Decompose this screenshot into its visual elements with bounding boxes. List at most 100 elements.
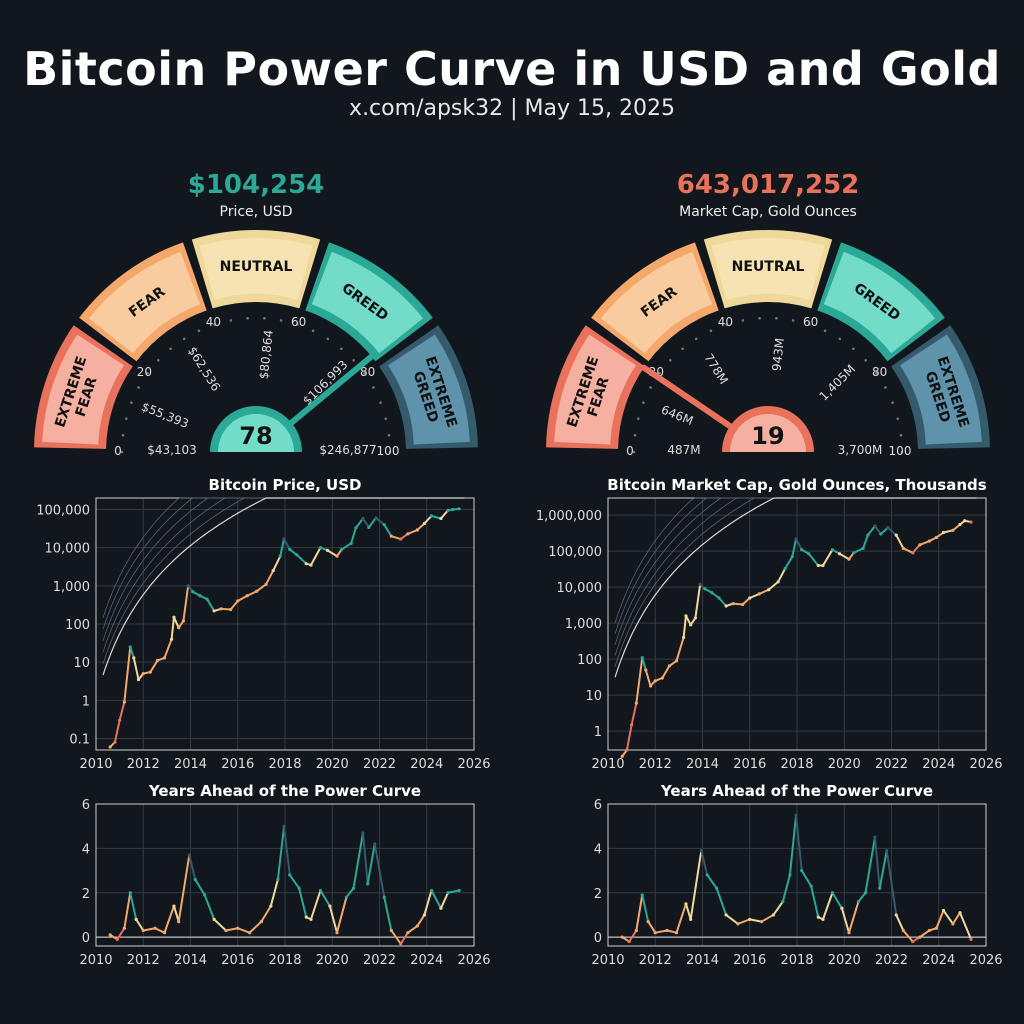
- data-point: [800, 868, 804, 873]
- data-point: [335, 554, 339, 558]
- gauge-segment-inner: [900, 334, 982, 445]
- data-point: [830, 891, 835, 895]
- data-point: [278, 554, 282, 558]
- data-point: [660, 676, 664, 680]
- data-point: [259, 919, 263, 924]
- gauge-dot: [741, 319, 745, 322]
- gauge-level-label: 1,405M: [817, 362, 859, 404]
- data-point: [894, 913, 898, 917]
- series-segment: [236, 927, 251, 934]
- gauge-dot: [124, 417, 128, 420]
- y-tick-label: 6: [82, 798, 90, 813]
- power-curve-line: [614, 497, 977, 678]
- data-point: [318, 888, 323, 893]
- data-point: [927, 928, 931, 933]
- data-point: [684, 614, 688, 618]
- data-point: [422, 913, 426, 917]
- gauge-scale-tick: 100: [889, 444, 912, 458]
- gauge-right: EXTREMEFEARFEARNEUTRALGREEDEXTREMEGREED0…: [546, 230, 990, 458]
- data-point: [790, 555, 794, 559]
- data-point: [269, 904, 273, 908]
- data-point: [724, 913, 728, 917]
- data-point: [361, 831, 365, 835]
- gauge-dot: [758, 316, 761, 320]
- power-band-line: [102, 497, 465, 630]
- data-point: [847, 557, 851, 561]
- data-point: [866, 533, 870, 537]
- x-tick-label: 2022: [875, 757, 908, 772]
- data-point: [771, 913, 775, 917]
- data-point: [451, 507, 455, 512]
- data-point: [354, 526, 358, 530]
- data-point: [634, 701, 638, 705]
- series-segment: [951, 911, 962, 925]
- data-point: [429, 888, 434, 893]
- x-tick-label: 2016: [221, 757, 254, 772]
- gauge-dot: [246, 316, 249, 320]
- data-point: [128, 645, 132, 649]
- x-tick-label: 2020: [316, 757, 349, 772]
- y-tick-label: 1,000: [565, 617, 602, 632]
- data-point: [247, 931, 252, 935]
- data-point: [941, 530, 946, 535]
- gauge-dot: [636, 417, 640, 420]
- data-point: [625, 748, 629, 752]
- power-band-line: [102, 497, 465, 653]
- data-point: [840, 906, 844, 910]
- x-tick-label: 2024: [410, 953, 443, 968]
- data-point: [705, 873, 709, 877]
- data-point: [969, 937, 973, 941]
- gauge-dot: [296, 323, 299, 326]
- gauge-dot: [169, 347, 172, 351]
- x-tick-label: 2024: [410, 757, 443, 772]
- data-point: [788, 873, 792, 877]
- data-point: [894, 533, 898, 537]
- series-segment: [406, 925, 419, 934]
- data-point: [885, 848, 889, 853]
- series-segment: [260, 905, 272, 923]
- gauge-dot: [352, 358, 355, 362]
- x-tick-label: 2010: [79, 757, 112, 772]
- data-point: [620, 935, 624, 939]
- data-point: [821, 563, 825, 568]
- series-segment: [279, 537, 286, 558]
- series-segment: [246, 590, 258, 597]
- y-tick-label: 2: [594, 887, 602, 902]
- y-tick-label: 6: [594, 798, 602, 813]
- series-segment: [838, 552, 850, 561]
- gauge-dot: [823, 329, 827, 333]
- data-point: [918, 543, 922, 547]
- x-tick-label: 2014: [686, 953, 719, 968]
- gauge-dot: [340, 347, 343, 351]
- x-tick-label: 2026: [457, 757, 490, 772]
- series-segment: [718, 597, 728, 607]
- gauge-dot: [120, 450, 124, 454]
- data-point: [457, 507, 461, 511]
- y-tick-label: 0.1: [69, 733, 90, 748]
- data-point: [399, 537, 403, 541]
- chart-title: Bitcoin Price, USD: [209, 476, 362, 494]
- data-point: [748, 917, 752, 921]
- gauge-dot: [875, 371, 878, 375]
- gauge-dot: [279, 319, 283, 322]
- gauge-dot: [146, 371, 149, 375]
- series-segment: [188, 854, 197, 881]
- data-point: [699, 848, 703, 853]
- data-point: [122, 926, 126, 930]
- data-point: [934, 535, 938, 540]
- gauge-segment-label: NEUTRAL: [220, 259, 293, 275]
- data-point: [941, 908, 946, 913]
- data-point: [901, 928, 905, 933]
- gauge-level-label: 646M: [659, 403, 695, 428]
- data-point: [653, 931, 657, 935]
- series-segment: [340, 542, 353, 551]
- series-segment: [319, 889, 331, 908]
- data-point: [271, 569, 275, 573]
- series-segment: [416, 522, 426, 532]
- data-point: [794, 537, 798, 541]
- data-point: [794, 813, 798, 817]
- series-segment: [767, 580, 780, 591]
- x-tick-label: 2014: [174, 953, 207, 968]
- series-segment: [800, 869, 813, 888]
